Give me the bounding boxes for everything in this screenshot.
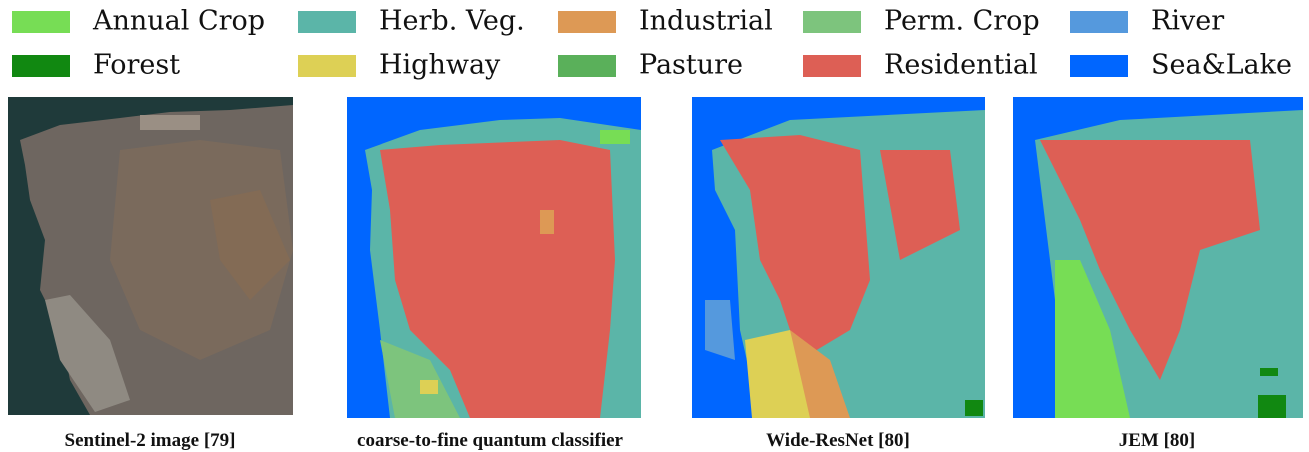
legend-label: Pasture (639, 50, 743, 81)
legend-label: River (1151, 6, 1224, 37)
legend-label: Sea&Lake (1151, 50, 1292, 81)
legend-swatch (1070, 11, 1128, 33)
panel-caption: JEM [80] (1119, 430, 1196, 451)
panel-caption: coarse-to-fine quantum classifier (357, 430, 624, 451)
figure: Annual Crop Herb. Veg. Industrial Perm. Cro… (0, 0, 1309, 452)
legend-label: Herb. Veg. (379, 6, 525, 37)
map-jem (1013, 97, 1303, 418)
legend-swatch (558, 11, 616, 33)
legend-label: Industrial (639, 6, 773, 37)
legend-swatch (558, 55, 616, 77)
panel-caption: Wide-ResNet [80] (766, 430, 910, 451)
legend-swatch (12, 55, 70, 77)
legend-label: Residential (884, 50, 1038, 81)
map-quantum (347, 97, 641, 418)
legend-swatch (1070, 55, 1128, 77)
satellite-image (8, 97, 293, 415)
legend-label: Highway (379, 50, 501, 81)
legend-label: Perm. Crop (884, 6, 1040, 37)
legend-label: Annual Crop (92, 6, 265, 37)
legend-swatch (803, 11, 861, 33)
legend-swatch (298, 55, 356, 77)
legend-swatch (803, 55, 861, 77)
panel-caption: Sentinel-2 image [79] (65, 430, 236, 451)
legend-swatch (12, 11, 70, 33)
map-wide-resnet (692, 97, 985, 418)
legend-label: Forest (93, 50, 180, 81)
legend-swatch (298, 11, 356, 33)
